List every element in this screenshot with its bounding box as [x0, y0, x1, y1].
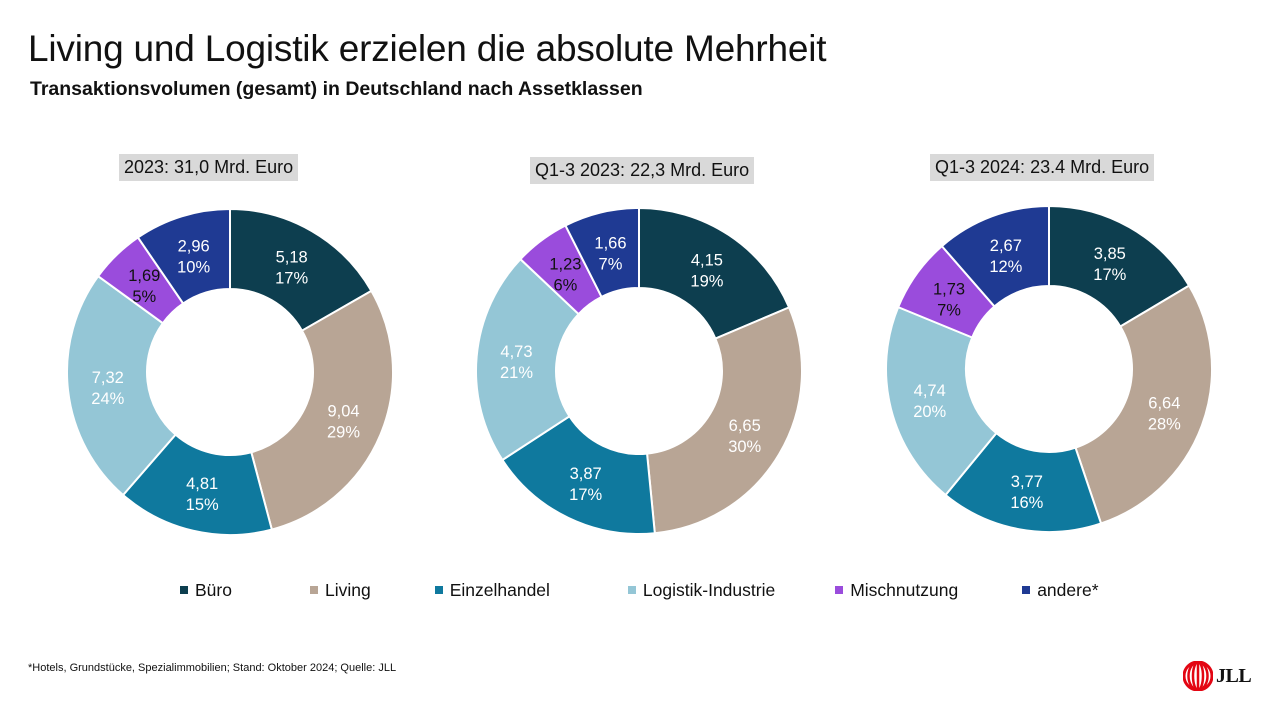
data-label-percent: 16% — [1010, 494, 1043, 512]
legend-label: Logistik-Industrie — [642, 579, 776, 600]
donut-chart-2: 3,85 17% 6,64 28% 3,77 16% 4,74 20% 1,73 7% 2,67 12… — [885, 204, 1213, 533]
chart-title-q1-3-2024: Q1-3 2024: 23.4 Mrd. Euro — [930, 154, 1155, 181]
legend-swatch — [627, 586, 636, 594]
data-label-value: 3,77 — [1011, 473, 1043, 491]
chart-title-q1-3-2023: Q1-3 2023: 22,3 Mrd. Euro — [530, 157, 755, 184]
jll-logo: JLL — [1183, 661, 1252, 691]
legend-swatch — [309, 586, 318, 594]
page-title: Living und Logistik erzielen die absolut… — [28, 28, 827, 69]
data-label-percent: 20% — [913, 403, 946, 421]
legend-swatch — [1022, 586, 1031, 594]
slice-einzelhandel — [501, 414, 656, 535]
legend-swatch — [434, 586, 443, 594]
data-label-percent: 17% — [569, 486, 602, 504]
slice-logistik-industrie — [475, 257, 581, 462]
data-label-percent: 21% — [500, 364, 533, 382]
jll-logo-icon — [1183, 661, 1213, 691]
data-label-percent: 7% — [599, 255, 623, 273]
data-label-percent: 17% — [275, 270, 308, 288]
legend-swatch — [835, 586, 844, 594]
data-label-percent: 28% — [1148, 416, 1181, 434]
legend-label: Living — [324, 579, 371, 600]
legend-item-büro: Büro — [180, 580, 232, 601]
data-label-value: 6,64 — [1148, 395, 1180, 413]
donut-chart-1: 4,15 19% 6,65 30% 3,87 17% 4,73 21% 1,23 6% 1,66 7% — [475, 206, 803, 535]
slice-andere — [136, 207, 231, 305]
data-label-value: 6,65 — [729, 417, 761, 435]
legend-swatch — [180, 586, 188, 594]
chart-title-2023: 2023: 31,0 Mrd. Euro — [119, 154, 299, 181]
data-label-percent: 29% — [327, 423, 360, 441]
data-label-value: 9,04 — [327, 402, 359, 420]
data-label-percent: 10% — [177, 258, 210, 276]
data-label-value: 7,32 — [92, 369, 124, 387]
data-label-value: 4,73 — [500, 343, 532, 361]
legend-item-andere: andere* — [1022, 579, 1099, 601]
legend-label: andere* — [1037, 579, 1099, 600]
data-label-value: 1,23 — [549, 255, 581, 273]
legend-item-mischnutzung: Mischnutzung — [835, 580, 958, 601]
legend: Büro Living Einzelhandel Logistik-Industrie… — [180, 578, 1099, 602]
data-label-value: 1,73 — [933, 280, 965, 298]
data-label-percent: 7% — [937, 301, 961, 319]
footnote: *Hotels, Grundstücke, Spezialimmobilien;… — [28, 662, 397, 674]
slice-büro — [638, 206, 791, 340]
page-subtitle: Transaktionsvolumen (gesamt) in Deutschl… — [30, 78, 643, 100]
data-label-percent: 17% — [1093, 266, 1126, 284]
legend-label: Einzelhandel — [449, 579, 550, 600]
data-label-percent: 5% — [132, 288, 156, 306]
data-label-value: 4,15 — [691, 251, 723, 269]
data-label-percent: 12% — [989, 258, 1022, 276]
data-label-percent: 19% — [690, 272, 723, 290]
data-label-value: 2,96 — [178, 237, 210, 255]
slice-living — [250, 289, 394, 531]
data-label-value: 1,66 — [594, 234, 626, 252]
slice-büro — [229, 207, 373, 333]
data-label-value: 4,81 — [186, 475, 218, 493]
slice-living — [1074, 284, 1213, 525]
legend-item-einzelhandel: Einzelhandel — [434, 579, 550, 601]
legend-label: Büro — [195, 579, 232, 600]
data-label-value: 1,69 — [128, 267, 160, 285]
data-label-percent: 30% — [728, 438, 761, 456]
legend-label: Mischnutzung — [850, 579, 959, 600]
data-label-value: 2,67 — [990, 237, 1022, 255]
data-label-value: 5,18 — [276, 249, 308, 267]
donut-chart-0: 5,18 17% 9,04 29% 4,81 15% 7,32 24% 1,69 5% 2,96 10… — [66, 207, 394, 536]
data-label-percent: 15% — [186, 496, 219, 514]
slice-living — [645, 306, 803, 535]
data-label-value: 4,74 — [914, 382, 946, 400]
legend-item-living: Living — [309, 579, 371, 601]
slice-logistik-industrie — [66, 274, 177, 497]
jll-logo-text: JLL — [1216, 664, 1252, 687]
data-label-percent: 6% — [553, 276, 577, 294]
data-label-value: 3,85 — [1094, 245, 1126, 263]
data-label-percent: 24% — [91, 390, 124, 408]
slice-andere — [940, 204, 1050, 308]
slice-logistik-industrie — [885, 305, 998, 497]
legend-item-logistik-industrie: Logistik-Industrie — [627, 579, 776, 601]
slice-andere — [564, 206, 640, 299]
data-label-value: 3,87 — [570, 465, 602, 483]
